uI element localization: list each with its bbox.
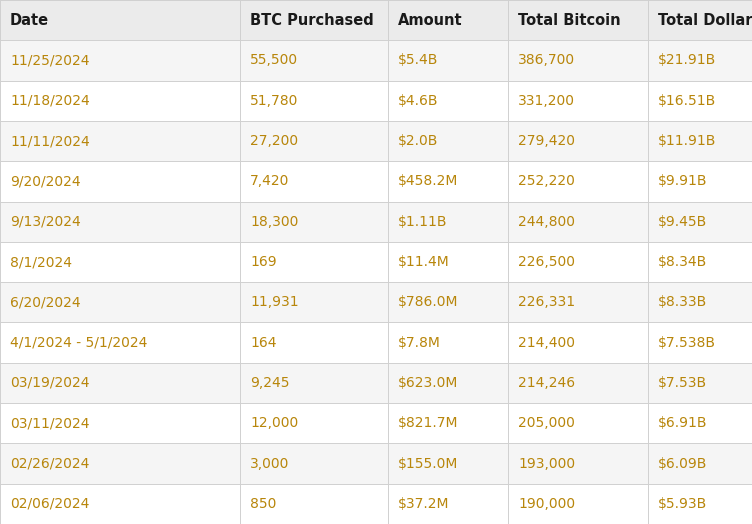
Text: 9/13/2024: 9/13/2024	[10, 215, 80, 228]
Text: 8/1/2024: 8/1/2024	[10, 255, 72, 269]
Text: $5.93B: $5.93B	[658, 497, 707, 511]
Text: Date: Date	[10, 13, 49, 28]
Text: $8.33B: $8.33B	[658, 296, 707, 309]
Text: 279,420: 279,420	[518, 134, 575, 148]
Text: 4/1/2024 - 5/1/2024: 4/1/2024 - 5/1/2024	[10, 335, 147, 350]
Text: Total Bitcoin: Total Bitcoin	[518, 13, 620, 28]
Text: 190,000: 190,000	[518, 497, 575, 511]
Text: 9/20/2024: 9/20/2024	[10, 174, 80, 189]
Text: 226,331: 226,331	[518, 296, 575, 309]
Bar	[0, 202, 752, 242]
Bar	[0, 121, 752, 161]
Text: 11/18/2024: 11/18/2024	[10, 94, 89, 108]
Text: 11/25/2024: 11/25/2024	[10, 53, 89, 68]
Bar	[0, 363, 752, 403]
Text: 164: 164	[250, 335, 277, 350]
Bar	[0, 322, 752, 363]
Text: $623.0M: $623.0M	[398, 376, 459, 390]
Bar	[0, 242, 752, 282]
Text: $458.2M: $458.2M	[398, 174, 459, 189]
Text: 11/11/2024: 11/11/2024	[10, 134, 89, 148]
Text: $8.34B: $8.34B	[658, 255, 707, 269]
Text: 169: 169	[250, 255, 277, 269]
Text: 18,300: 18,300	[250, 215, 299, 228]
Text: 205,000: 205,000	[518, 416, 575, 430]
Text: $2.0B: $2.0B	[398, 134, 438, 148]
Text: $7.53B: $7.53B	[658, 376, 707, 390]
Text: Amount: Amount	[398, 13, 462, 28]
Text: 7,420: 7,420	[250, 174, 290, 189]
Text: $7.8M: $7.8M	[398, 335, 441, 350]
Text: $37.2M: $37.2M	[398, 497, 450, 511]
Bar	[0, 161, 752, 202]
Text: 252,220: 252,220	[518, 174, 575, 189]
Text: 51,780: 51,780	[250, 94, 299, 108]
Text: $6.91B: $6.91B	[658, 416, 708, 430]
Text: 03/11/2024: 03/11/2024	[10, 416, 89, 430]
Text: 11,931: 11,931	[250, 296, 299, 309]
Text: BTC Purchased: BTC Purchased	[250, 13, 374, 28]
Bar	[0, 282, 752, 322]
Bar	[0, 403, 752, 443]
Text: $1.11B: $1.11B	[398, 215, 447, 228]
Text: 55,500: 55,500	[250, 53, 298, 68]
Text: $11.4M: $11.4M	[398, 255, 450, 269]
Text: 3,000: 3,000	[250, 456, 290, 471]
Bar	[0, 443, 752, 484]
Bar	[0, 0, 752, 40]
Text: 331,200: 331,200	[518, 94, 575, 108]
Text: 9,245: 9,245	[250, 376, 290, 390]
Text: 27,200: 27,200	[250, 134, 298, 148]
Text: $11.91B: $11.91B	[658, 134, 717, 148]
Text: $6.09B: $6.09B	[658, 456, 708, 471]
Bar	[0, 81, 752, 121]
Text: 850: 850	[250, 497, 277, 511]
Text: $155.0M: $155.0M	[398, 456, 459, 471]
Text: $821.7M: $821.7M	[398, 416, 459, 430]
Text: $9.91B: $9.91B	[658, 174, 708, 189]
Text: Total Dollars: Total Dollars	[658, 13, 752, 28]
Text: $4.6B: $4.6B	[398, 94, 438, 108]
Text: 6/20/2024: 6/20/2024	[10, 296, 80, 309]
Text: 02/26/2024: 02/26/2024	[10, 456, 89, 471]
Text: 214,400: 214,400	[518, 335, 575, 350]
Text: $7.538B: $7.538B	[658, 335, 716, 350]
Text: 226,500: 226,500	[518, 255, 575, 269]
Text: 02/06/2024: 02/06/2024	[10, 497, 89, 511]
Bar	[0, 484, 752, 524]
Text: 12,000: 12,000	[250, 416, 299, 430]
Text: 244,800: 244,800	[518, 215, 575, 228]
Text: $5.4B: $5.4B	[398, 53, 438, 68]
Text: 193,000: 193,000	[518, 456, 575, 471]
Text: 03/19/2024: 03/19/2024	[10, 376, 89, 390]
Text: $21.91B: $21.91B	[658, 53, 716, 68]
Bar	[0, 40, 752, 81]
Text: $786.0M: $786.0M	[398, 296, 459, 309]
Text: 386,700: 386,700	[518, 53, 575, 68]
Text: $9.45B: $9.45B	[658, 215, 707, 228]
Text: 214,246: 214,246	[518, 376, 575, 390]
Text: $16.51B: $16.51B	[658, 94, 716, 108]
